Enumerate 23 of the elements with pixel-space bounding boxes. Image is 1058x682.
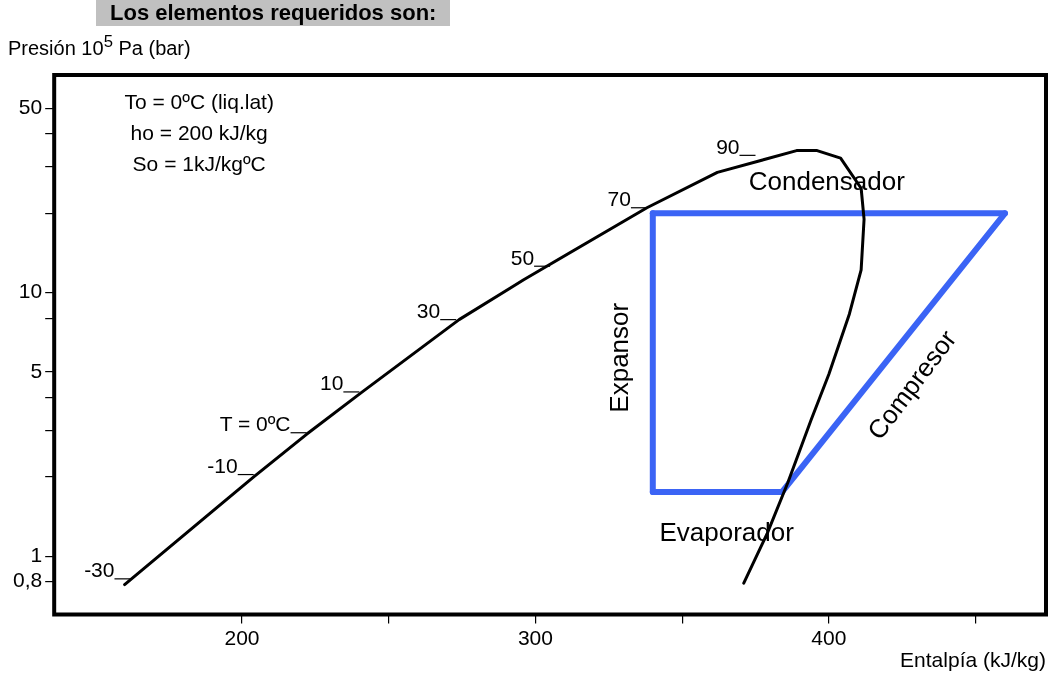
annotation: T = 0ºC xyxy=(219,412,291,436)
y-axis-title: Presión 10$^{5}$ Pa (bar) xyxy=(8,32,191,60)
x-axis-title: Entalpía (kJ/kg) xyxy=(900,648,1046,672)
annotation: -10 xyxy=(207,453,238,477)
annotation: So = 1kJ/kgºC xyxy=(132,151,266,175)
annotation: ho = 200 kJ/kg xyxy=(130,120,268,144)
x-tick-label: 300 xyxy=(517,626,553,649)
y-tick-label: 50 xyxy=(18,95,43,119)
annotation: To = 0ºC (liq.lat) xyxy=(124,89,274,113)
annotation: 50 xyxy=(510,245,535,269)
annotation: -30 xyxy=(84,558,115,582)
annotation: 70 xyxy=(607,187,631,211)
x-tick-label: 200 xyxy=(224,626,260,649)
y-tick-label: 5 xyxy=(30,358,43,382)
annotation: 30 xyxy=(416,298,441,322)
y-tick-label: 1 xyxy=(30,542,43,566)
y-tick-label: 0,8 xyxy=(12,568,43,592)
chart-title: Los elementos requeridos son: xyxy=(96,0,451,26)
y-tick-label: 10 xyxy=(18,279,43,303)
annotation: 10 xyxy=(320,371,344,395)
annotation: Expansor xyxy=(603,302,634,413)
annotation: 90 xyxy=(716,134,740,158)
x-tick-label: 400 xyxy=(811,626,847,649)
